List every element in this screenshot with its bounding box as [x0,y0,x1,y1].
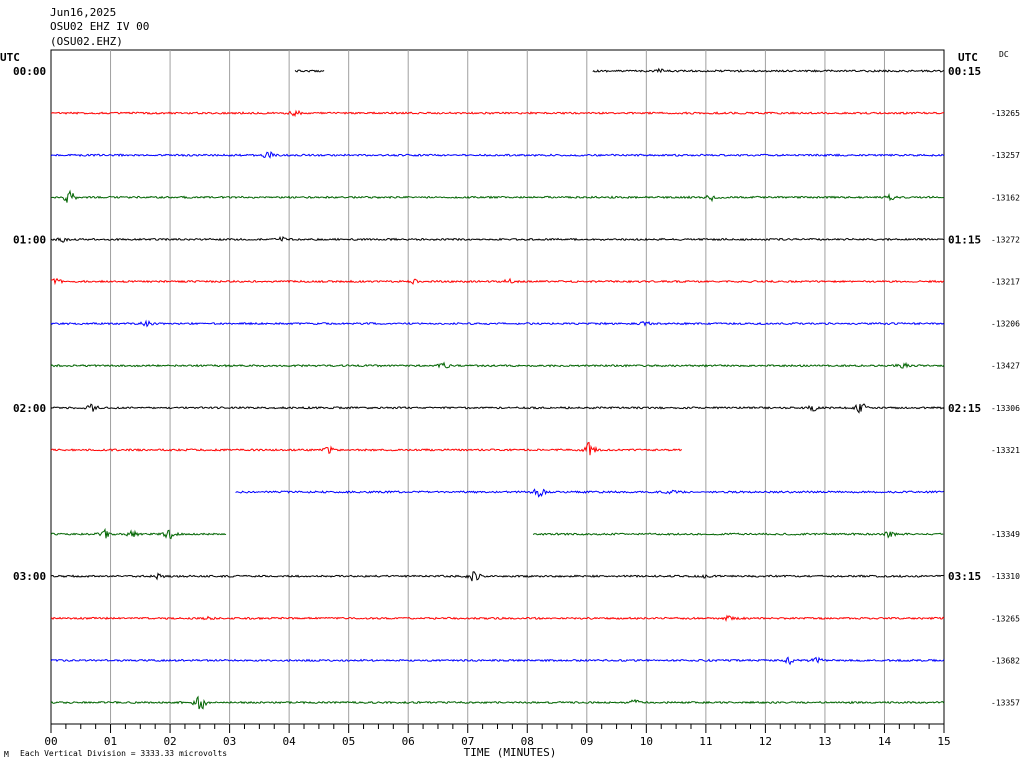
trace-line [50,189,945,203]
right-time-label: 00:15 [948,65,981,78]
dc-offset-value: -13349 [991,530,1020,539]
left-time-label: 00:00 [13,65,46,78]
x-tick-label: 04 [283,735,297,748]
trace-line [592,67,945,74]
x-tick-label: 12 [759,735,772,748]
dc-label: DC [999,50,1009,59]
left-time-labels: 00:00 01:00 02:00 03:00 [13,65,46,583]
x-tick-label: 13 [818,735,831,748]
x-tick-label: 10 [640,735,653,748]
trace-line [50,695,945,710]
trace-line [50,109,945,118]
x-tick-label: 02 [163,735,176,748]
dc-offset-value: -13265 [991,109,1020,118]
right-time-label: 03:15 [948,570,981,583]
x-tick-label: 01 [104,735,117,748]
utc-right-label: UTC [958,51,978,64]
dc-offset-value: -13265 [991,614,1020,623]
trace-line [50,441,683,456]
trace-line [50,361,945,369]
x-tick-label: 15 [937,735,950,748]
x-tick-label: 00 [44,735,57,748]
x-axis-title: TIME (MINUTES) [464,746,557,759]
trace-line [50,656,945,666]
right-time-labels: 00:15 01:15 02:15 03:15 [948,65,981,583]
trace-line [50,527,227,540]
dc-offset-value: -13272 [991,235,1020,244]
x-tick-label: 06 [402,735,415,748]
footer-note: Each Vertical Division = 3333.33 microvo… [20,749,227,758]
x-tick-label: 11 [699,735,712,748]
left-time-label: 02:00 [13,402,46,415]
dc-offset-value: -13357 [991,699,1020,708]
trace-line [50,571,945,582]
dc-offset-value: -13162 [991,193,1020,202]
x-tick-label: 05 [342,735,355,748]
header-channel: (OSU02.EHZ) [50,35,123,48]
left-time-label: 01:00 [13,233,46,246]
dc-offset-value: -13321 [991,446,1020,455]
dc-offset-labels: -13265 -13257 -13162 -13272 -13217 -13206 -134… [991,109,1020,707]
trace-line [294,69,325,73]
x-tick-label: 14 [878,735,892,748]
left-time-label: 03:00 [13,570,46,583]
x-tick-label: 09 [580,735,593,748]
dc-offset-value: -13217 [991,278,1020,287]
x-axis: 00 01 02 03 04 05 06 07 08 09 10 11 12 13 14 15 [44,724,951,748]
trace-line [50,614,945,622]
trace-line [50,235,945,243]
trace-line [235,488,944,498]
grid-layer [50,49,945,725]
utc-left-label: UTC [0,51,20,64]
trace-line [532,531,944,539]
plot-border [50,49,945,725]
trace-line [50,150,945,159]
right-time-label: 02:15 [948,402,981,415]
dc-offset-value: -13427 [991,362,1020,371]
x-tick-label: 03 [223,735,236,748]
dc-offset-value: -13682 [991,656,1020,665]
dc-offset-value: -13206 [991,320,1020,329]
dc-offset-value: -13306 [991,404,1020,413]
right-time-label: 01:15 [948,233,981,246]
footer-marker: M [4,750,9,759]
header-station: OSU02 EHZ IV 00 [50,20,149,33]
dc-offset-value: -13257 [991,151,1020,160]
trace-line [50,319,945,328]
traces-layer [50,67,945,710]
trace-line [50,403,945,414]
dc-offset-value: -13310 [991,572,1020,581]
trace-line [51,277,945,286]
x-tick-label: 08 [521,735,534,748]
x-tick-label: 07 [461,735,474,748]
header-date: Jun16,2025 [50,6,116,19]
